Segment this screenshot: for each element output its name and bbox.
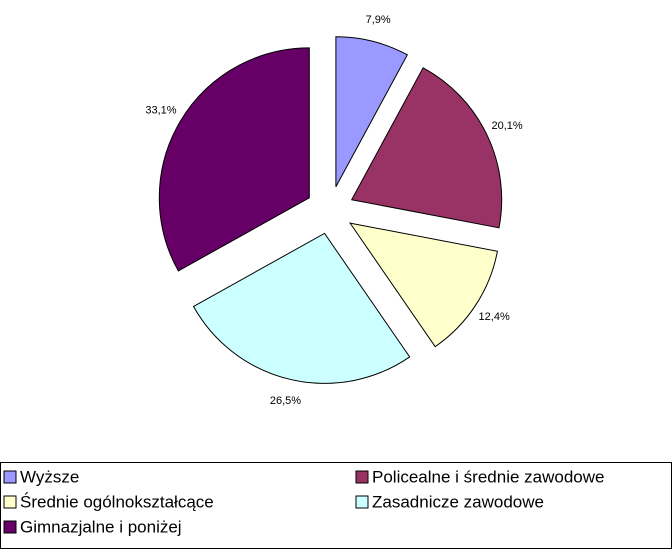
legend-label: Zasadnicze zawodowe <box>372 492 544 511</box>
legend-label: Średnie ogólnokształcące <box>20 492 214 511</box>
legend-label: Wyższe <box>20 467 79 486</box>
data-label: 20,1% <box>491 120 522 132</box>
legend-swatch <box>355 470 369 484</box>
pie-slice <box>335 36 409 187</box>
pie-slice <box>192 232 411 384</box>
legend-swatch <box>3 520 17 534</box>
legend-label: Gimnazjalne i poniżej <box>20 517 182 536</box>
legend-box <box>0 462 672 549</box>
data-label: 7,9% <box>366 14 391 26</box>
pie-slice <box>350 67 503 229</box>
pie-slice <box>348 222 499 348</box>
legend-label: Policealne i średnie zawodowe <box>372 467 604 486</box>
legend-swatch <box>355 495 369 509</box>
data-label: 33,1% <box>145 105 176 117</box>
data-label: 26,5% <box>270 395 301 407</box>
legend-swatch <box>3 470 17 484</box>
pie-slice <box>158 47 310 272</box>
legend-swatch <box>3 495 17 509</box>
data-label: 12,4% <box>479 311 510 323</box>
